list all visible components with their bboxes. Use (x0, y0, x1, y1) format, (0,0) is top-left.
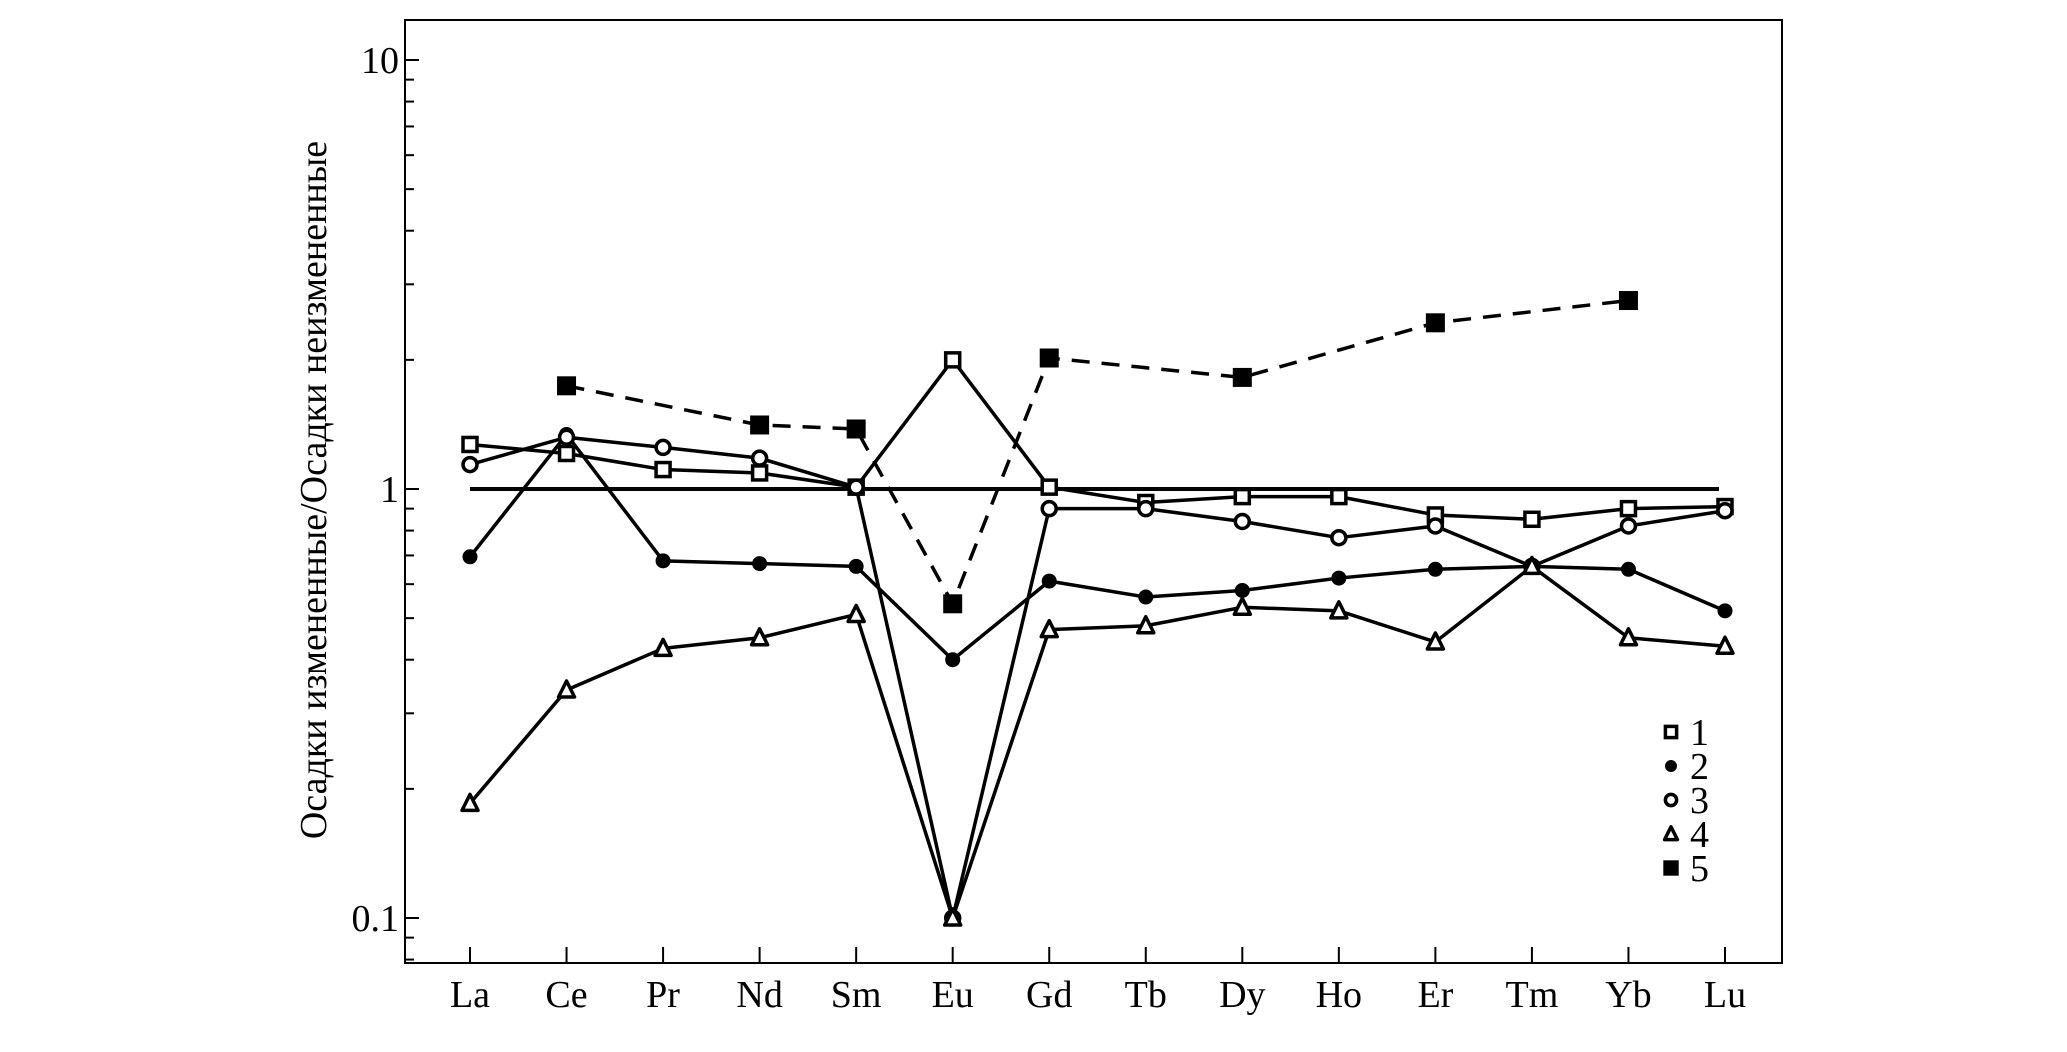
data-point-5-Yb (1618, 291, 1638, 311)
data-point-2-Tb (1138, 589, 1154, 605)
plot-frame (404, 19, 1783, 964)
legend-label-3: 3 (1690, 780, 1709, 822)
data-point-2-Er (1427, 561, 1443, 577)
data-point-1-Ce (557, 444, 576, 463)
data-point-5-Ce (557, 376, 577, 396)
legend-marker-1 (1663, 724, 1679, 740)
series-line-5 (566, 298, 1629, 606)
data-point-3-Sm (847, 478, 865, 496)
legend-marker-2 (1665, 760, 1677, 772)
data-point-2-Nd (752, 556, 768, 572)
data-point-3-Er (1426, 517, 1445, 535)
data-point-2-Yb (1620, 561, 1636, 577)
x-tick-label-Lu: Lu (1704, 974, 1746, 1016)
data-point-2-Lu (1717, 603, 1733, 619)
x-tick-label-Pr: Pr (646, 974, 680, 1016)
x-tick-label-Gd: Gd (1026, 974, 1072, 1016)
data-point-2-Ho (1331, 570, 1347, 586)
legend-label-4: 4 (1690, 814, 1709, 856)
series-4 (460, 555, 1735, 927)
data-point-5-Nd (750, 415, 770, 435)
data-point-3-Ho (1330, 528, 1348, 547)
series-line-4 (468, 564, 1726, 920)
data-point-4-Sm (846, 603, 866, 624)
legend-label-5: 5 (1690, 848, 1709, 890)
x-tick-label-Nd: Nd (736, 974, 782, 1016)
data-point-1-Gd (1040, 478, 1058, 496)
x-tick-label-La: La (450, 974, 490, 1016)
data-point-1-Eu (943, 351, 962, 369)
data-point-4-Gd (1039, 618, 1059, 639)
data-point-3-La (461, 455, 479, 474)
data-point-3-Lu (1716, 501, 1734, 520)
legend-label-1: 1 (1690, 712, 1709, 754)
data-point-3-Pr (654, 438, 672, 457)
series-3 (461, 428, 1734, 927)
data-point-3-Gd (1040, 499, 1058, 518)
y-axis-label: Осадки измененные/Осадки неизмененные (293, 141, 335, 839)
series-line-3 (469, 435, 1726, 920)
data-point-3-Nd (750, 449, 769, 467)
legend-label-2: 2 (1690, 746, 1709, 788)
legend-marker-4 (1662, 825, 1680, 842)
legend-marker-3 (1663, 792, 1679, 808)
data-point-2-Gd (1041, 573, 1057, 589)
data-point-4-Lu (1715, 635, 1735, 655)
data-point-4-Eu (942, 907, 963, 927)
data-point-1-Pr (654, 460, 672, 479)
data-point-5-Gd (1039, 348, 1059, 368)
x-tick-label-Tb: Tb (1125, 974, 1167, 1016)
series-line-2 (468, 432, 1726, 662)
data-point-4-Tb (1136, 614, 1156, 635)
data-point-2-Pr (655, 553, 671, 569)
data-point-2-Sm (848, 558, 864, 574)
data-point-5-Er (1425, 313, 1445, 333)
y-tick-label: 1 (380, 469, 399, 511)
data-point-2-Eu (945, 652, 961, 668)
data-point-5-Dy (1232, 367, 1252, 387)
data-point-2-Dy (1234, 582, 1250, 598)
series-5 (557, 291, 1638, 614)
series-2 (462, 426, 1733, 668)
data-point-5-Eu (943, 594, 963, 614)
data-point-1-Ho (1330, 487, 1348, 506)
data-point-3-Yb (1619, 517, 1638, 535)
series-line-1 (469, 358, 1726, 522)
data-point-1-Dy (1233, 487, 1252, 506)
data-point-4-Ce (556, 679, 577, 699)
data-point-3-Dy (1233, 512, 1252, 531)
x-tick-label-Er: Er (1417, 974, 1453, 1016)
x-tick-label-Ce: Ce (545, 974, 587, 1016)
x-tick-label-Tm: Tm (1506, 974, 1559, 1016)
x-tick-label-Ho: Ho (1316, 974, 1362, 1016)
data-point-3-Tb (1137, 499, 1155, 518)
y-tick-label: 10 (361, 40, 399, 82)
x-tick-label-Sm: Sm (831, 974, 882, 1016)
data-point-1-Yb (1619, 499, 1638, 518)
x-tick-label-Eu: Eu (932, 974, 974, 1016)
data-point-4-Pr (653, 637, 673, 658)
data-point-4-Ho (1329, 600, 1349, 620)
data-point-1-Nd (750, 464, 769, 482)
data-point-4-Yb (1618, 627, 1639, 647)
data-point-1-La (461, 435, 479, 454)
data-point-1-Tm (1523, 510, 1541, 529)
data-point-5-Sm (846, 419, 866, 439)
data-point-2-La (462, 549, 478, 565)
x-tick-label-Yb: Yb (1605, 974, 1651, 1016)
data-point-4-Nd (749, 627, 770, 647)
series-1 (461, 351, 1734, 529)
data-point-4-Dy (1232, 596, 1253, 617)
data-point-3-Ce (557, 428, 576, 447)
data-point-4-La (460, 792, 480, 813)
data-point-4-Tm (1522, 555, 1542, 576)
x-tick-label-Dy: Dy (1219, 974, 1265, 1016)
data-point-4-Er (1425, 631, 1446, 651)
y-tick-label: 0.1 (352, 898, 400, 940)
legend-marker-5 (1663, 860, 1679, 876)
